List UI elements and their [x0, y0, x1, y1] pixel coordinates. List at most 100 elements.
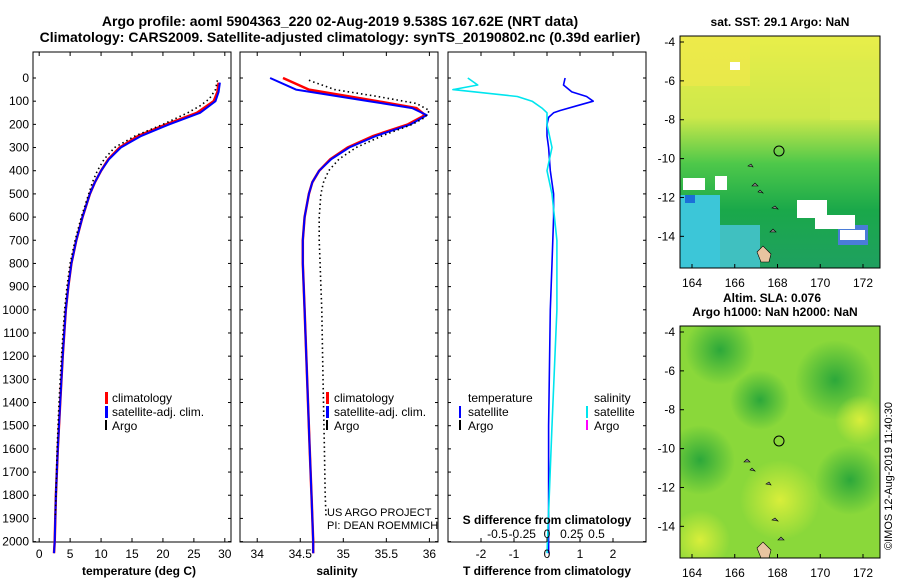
sal-legend-satellite-label: satellite-adj. clim. — [334, 405, 426, 419]
sal-legend-satellite-swatch — [326, 406, 329, 418]
depth-tick-label: 800 — [9, 256, 29, 270]
x-tick-label: 10 — [94, 547, 108, 561]
sla-map-x-ticks: 164 166 168 170 172 — [682, 554, 873, 580]
x-tick-label: 30 — [218, 547, 232, 561]
x-tick-label: 25 — [187, 547, 201, 561]
difference-x-label: T difference from climatology — [463, 564, 631, 578]
x-tick-label: 34 — [251, 547, 265, 561]
figure-title-line2: Climatology: CARS2009. Satellite-adjuste… — [40, 29, 641, 45]
x2-tick-label: 0.5 — [588, 527, 605, 541]
x-tick-label: 5 — [67, 547, 74, 561]
depth-tick-label: 1000 — [2, 303, 29, 317]
x-tick-label: -1 — [509, 547, 520, 561]
depth-tick-label: 200 — [9, 117, 29, 131]
temperature-panel-frame — [32, 51, 232, 543]
depth-tick-label: 1700 — [2, 465, 29, 479]
map-y-tick-label: -14 — [658, 519, 676, 533]
temperature-series — [52, 80, 221, 554]
sla-high-blob-2 — [680, 510, 730, 558]
sst-map-frame — [679, 35, 881, 269]
series-line-satellite-adj-clim- — [53, 82, 221, 554]
diff-legend-t-satellite-swatch — [459, 406, 461, 418]
difference-legend-salinity: salinity satellite Argo — [586, 391, 635, 433]
map-y-tick-label: -4 — [664, 325, 675, 339]
sst-map — [680, 36, 880, 268]
x-tick-label: 15 — [125, 547, 139, 561]
x-tick-label: 0 — [544, 547, 551, 561]
map-x-tick-label: 172 — [853, 276, 873, 290]
sst-map-x-ticks: 164 166 168 170 172 — [682, 264, 873, 290]
sst-cloud-gap-2 — [715, 176, 727, 190]
diff-legend-t-argo-label: Argo — [468, 419, 494, 433]
map-y-tick-label: -4 — [664, 35, 675, 49]
depth-tick-label: 700 — [9, 233, 29, 247]
temperature-x-label: temperature (deg C) — [82, 564, 196, 578]
difference-x-ticks: -2 -1 0 1 2 — [476, 52, 617, 561]
imos-watermark: ©IMOS 12-Aug-2019 11:40:30 — [883, 402, 895, 550]
x-tick-label: 20 — [156, 547, 170, 561]
sla-island-shape — [756, 541, 772, 558]
temperature-x-ticks: 0 5 10 15 20 25 30 — [36, 52, 232, 561]
depth-tick-label: 400 — [9, 164, 29, 178]
sla-map-frame — [679, 325, 881, 559]
depth-tick-label: 2000 — [2, 535, 29, 549]
map-y-tick-label: -10 — [658, 152, 676, 166]
legend-argo-swatch — [105, 420, 107, 430]
figure-title-line1: Argo profile: aoml 5904363_220 02-Aug-20… — [102, 13, 578, 29]
map-y-tick-label: -6 — [664, 364, 675, 378]
map-x-tick-label: 172 — [853, 566, 873, 580]
credit-line2: PI: DEAN ROEMMICH — [327, 520, 438, 532]
x2-tick-label: 0.25 — [560, 527, 584, 541]
sst-cloud-gap-5 — [840, 230, 865, 240]
sla-map-title-line1: Altim. SLA: 0.076 — [723, 291, 821, 305]
salinity-x-ticks: 34 34.5 35 35.5 36 — [251, 52, 436, 561]
salinity-panel-frame — [239, 51, 439, 543]
sal-legend-climatology-label: climatology — [334, 391, 394, 405]
x2-tick-label: -0.5 — [487, 527, 508, 541]
sal-legend-climatology-swatch — [326, 392, 329, 404]
legend-climatology-swatch — [105, 392, 108, 404]
sst-cool-patch-south — [720, 225, 760, 268]
x-tick-label: 1 — [577, 547, 584, 561]
sla-low-blob-5 — [730, 370, 790, 430]
salinity-series — [269, 76, 431, 554]
argo-location-marker — [773, 145, 785, 157]
depth-tick-label: 600 — [9, 210, 29, 224]
series-line-s-satellite — [452, 77, 558, 554]
series-line-climatology — [52, 82, 220, 554]
diff-legend-t-satellite-label: satellite — [468, 405, 509, 419]
map-y-tick-label: -8 — [664, 403, 675, 417]
map-y-tick-label: -12 — [658, 190, 676, 204]
depth-tick-label: 1400 — [2, 396, 29, 410]
x2-tick-label: -0.25 — [509, 527, 537, 541]
sst-warm-patch — [680, 36, 750, 86]
sla-map-title-line2: Argo h1000: NaN h2000: NaN — [692, 305, 857, 319]
diff-legend-s-satellite-label: satellite — [594, 405, 635, 419]
x-tick-label: -2 — [476, 547, 487, 561]
sla-islands-small — [743, 458, 785, 541]
sla-map-y-ticks: -4 -6 -8 -10 -12 -14 — [658, 325, 684, 533]
sla-argo-location-marker — [773, 435, 785, 447]
diff-legend-s-argo-swatch — [586, 420, 588, 430]
legend-climatology-label: climatology — [112, 391, 172, 405]
sal-legend-argo-swatch — [326, 420, 328, 430]
map-x-tick-label: 168 — [767, 566, 787, 580]
diff-legend-salinity-title: salinity — [594, 391, 631, 405]
salinity-legend: climatology satellite-adj. clim. Argo — [326, 391, 426, 433]
map-y-tick-label: -8 — [664, 113, 675, 127]
x-tick-label: 0 — [36, 547, 43, 561]
map-x-tick-label: 166 — [725, 566, 745, 580]
legend-satellite-label: satellite-adj. clim. — [112, 405, 204, 419]
sla-low-blob-1 — [685, 326, 755, 385]
depth-tick-label: 0 — [22, 71, 29, 85]
diff-legend-s-satellite-swatch — [586, 406, 588, 418]
depth-axis: 0 100 200 300 400 500 600 700 800 900 1000 1100 1200… — [2, 71, 29, 549]
series-line-satellite-adj-clim- — [269, 77, 428, 554]
map-y-tick-label: -12 — [658, 480, 676, 494]
legend-argo-label: Argo — [112, 419, 138, 433]
map-y-tick-label: -6 — [664, 74, 675, 88]
x2-tick-label: 0 — [544, 527, 551, 541]
x-tick-label: 2 — [610, 547, 617, 561]
map-y-tick-label: -10 — [658, 442, 676, 456]
difference-x2-ticks: -0.5 -0.25 0 0.25 0.5 — [487, 527, 605, 541]
